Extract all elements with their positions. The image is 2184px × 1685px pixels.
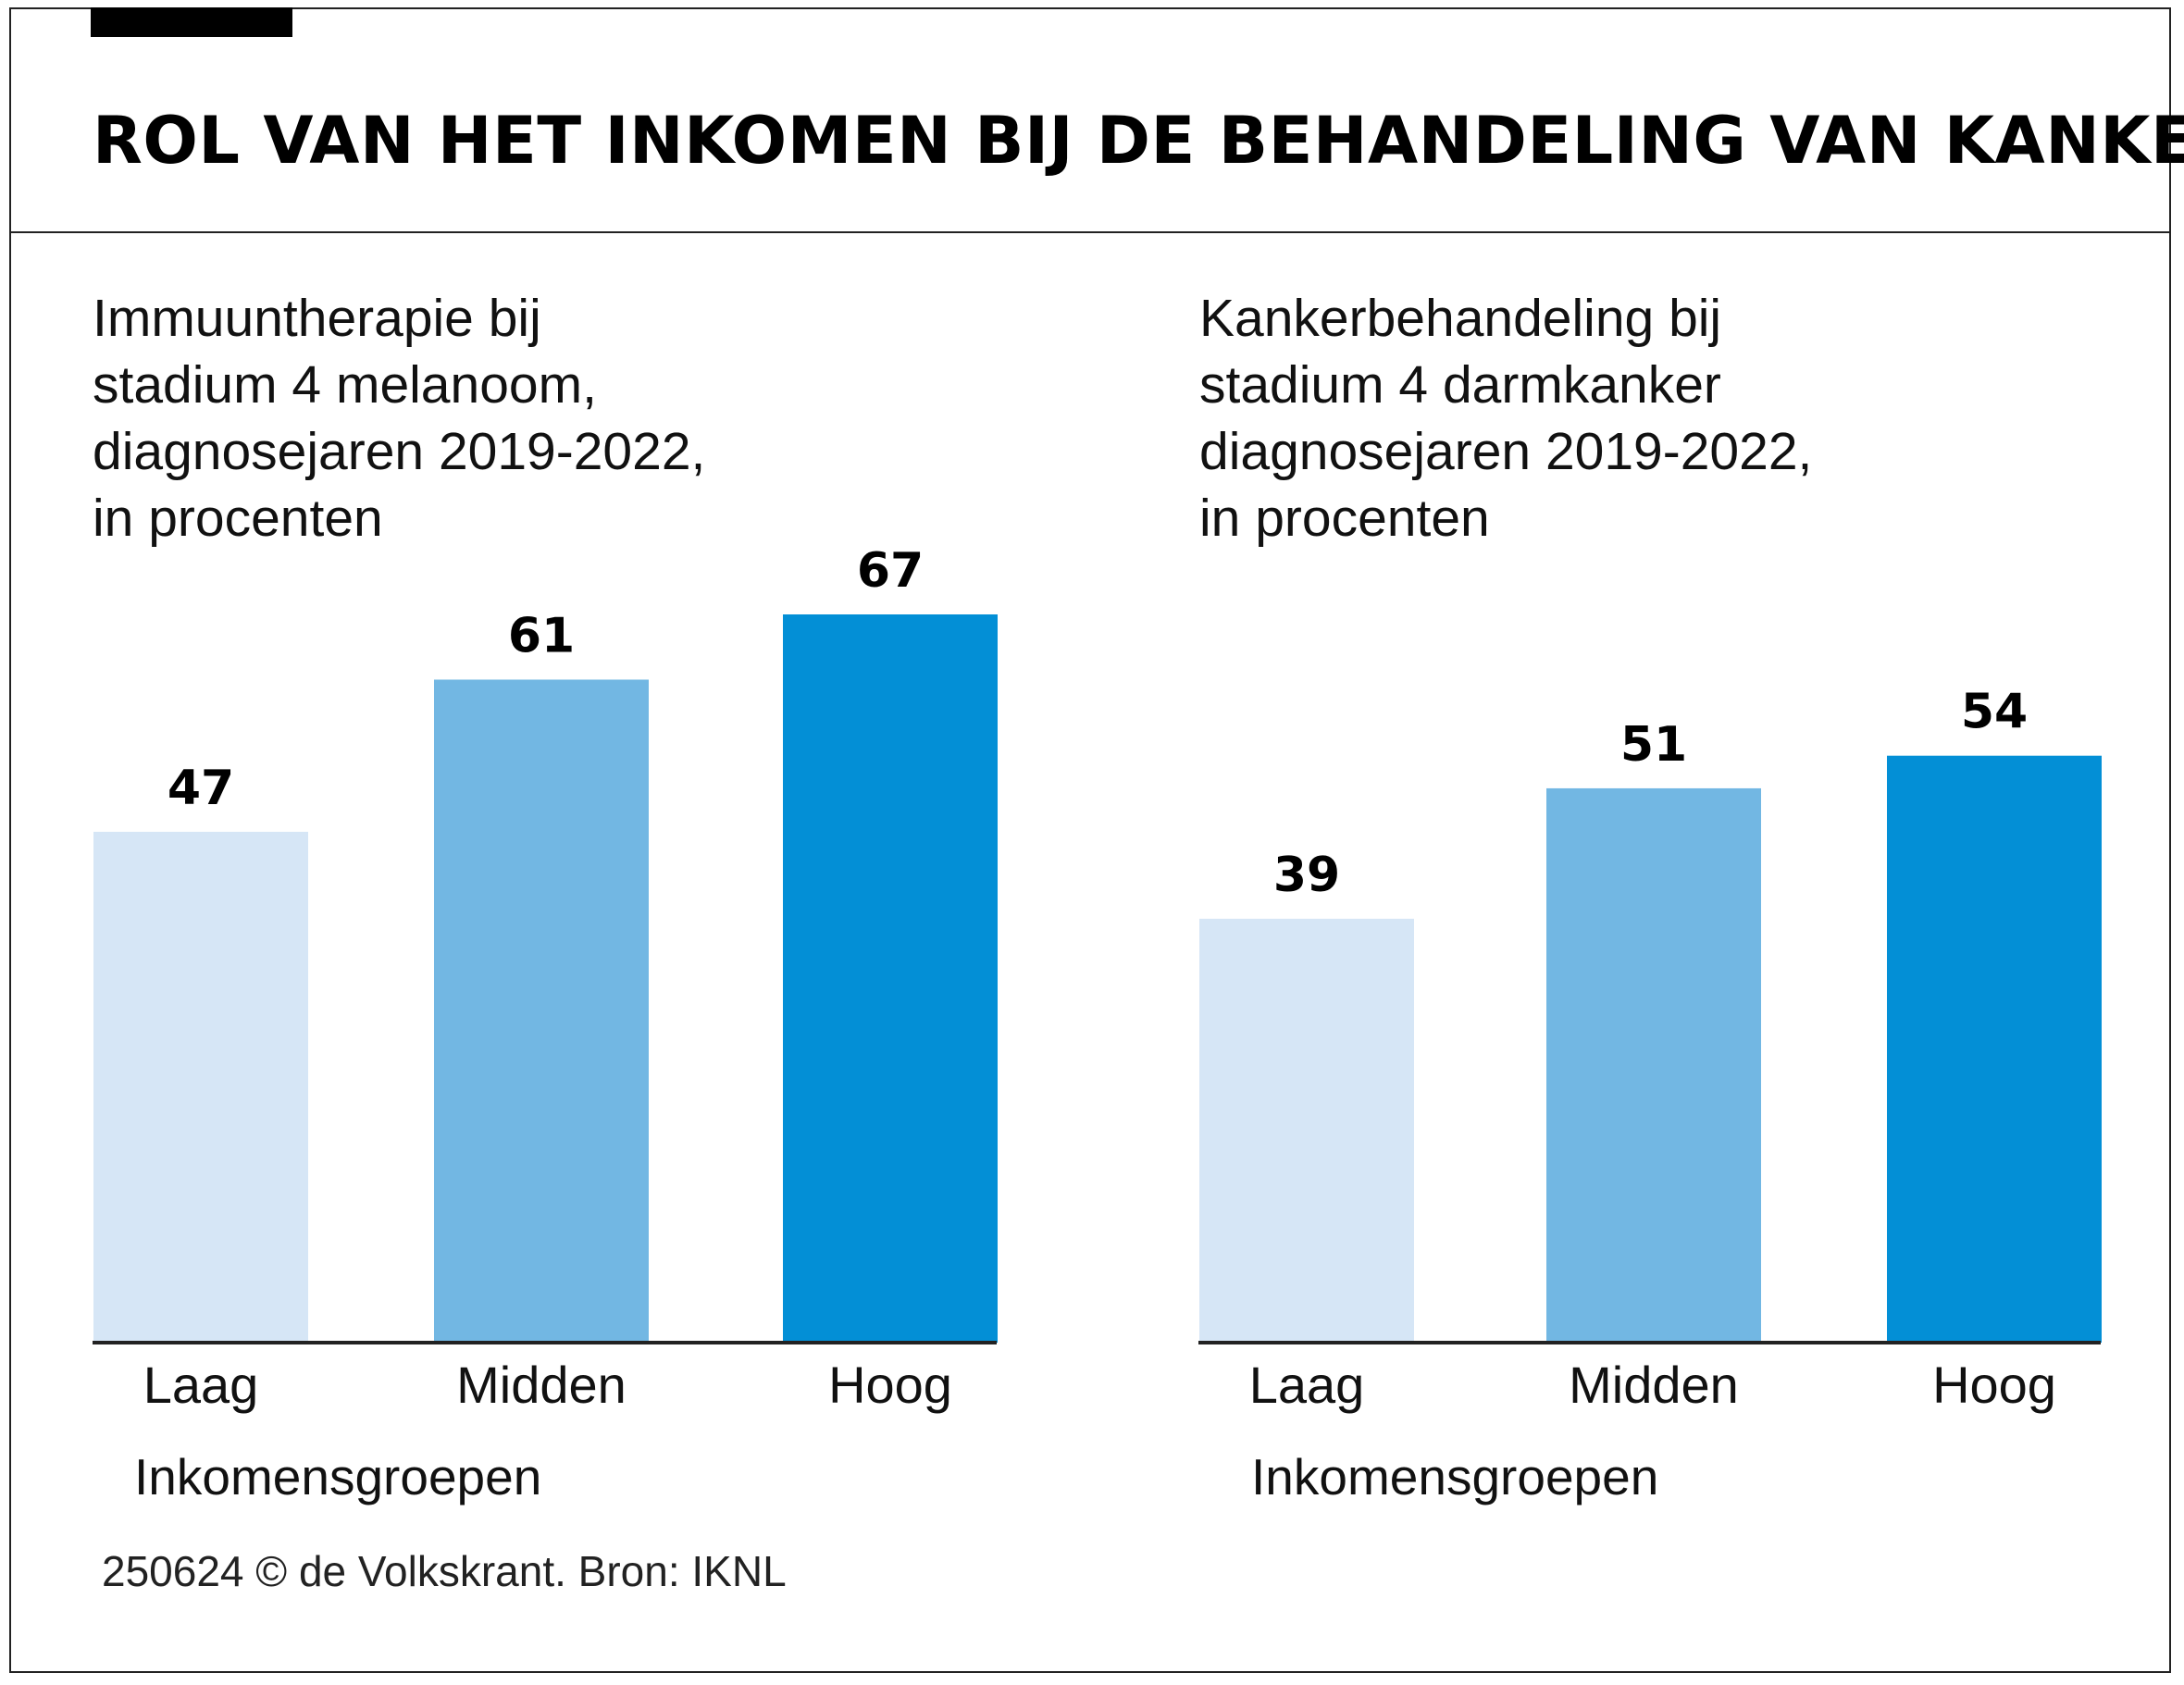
header-divider <box>9 231 2171 233</box>
left-category-label: Hoog <box>828 1356 952 1414</box>
left-value-label: 67 <box>857 543 924 599</box>
chart-frame <box>9 7 2171 1673</box>
right-bar-hoog <box>1887 755 2102 1343</box>
right-x-axis-label: Inkomensgroepen <box>1251 1448 1658 1505</box>
left-bar-hoog <box>783 614 998 1343</box>
source-credit: 250624 © de Volkskrant. Bron: IKNL <box>102 1547 787 1595</box>
right-category-label: Laag <box>1249 1356 1365 1414</box>
top-accent-bar <box>91 7 292 37</box>
right-category-label: Hoog <box>1932 1356 2056 1414</box>
left-category-label: Midden <box>456 1356 627 1414</box>
right-value-label: 51 <box>1620 717 1687 773</box>
right-bar-midden <box>1546 787 1761 1343</box>
right-value-label: 39 <box>1273 848 1340 903</box>
right-category-label: Midden <box>1569 1356 1739 1414</box>
left-category-label: Laag <box>143 1356 259 1414</box>
right-bar-laag <box>1199 918 1414 1343</box>
left-value-label: 47 <box>168 761 234 816</box>
left-bar-laag <box>93 831 308 1343</box>
left-bar-midden <box>434 679 649 1343</box>
left-value-label: 61 <box>508 608 575 663</box>
main-title: ROL VAN HET INKOMEN BIJ DE BEHANDELING V… <box>93 103 2184 179</box>
right-chart-title: Kankerbehandeling bij stadium 4 darmkank… <box>1199 289 1813 548</box>
right-value-label: 54 <box>1961 685 2028 740</box>
left-x-axis-label: Inkomensgroepen <box>134 1448 541 1505</box>
left-chart-title: Immuuntherapie bij stadium 4 melanoom, d… <box>93 289 706 548</box>
